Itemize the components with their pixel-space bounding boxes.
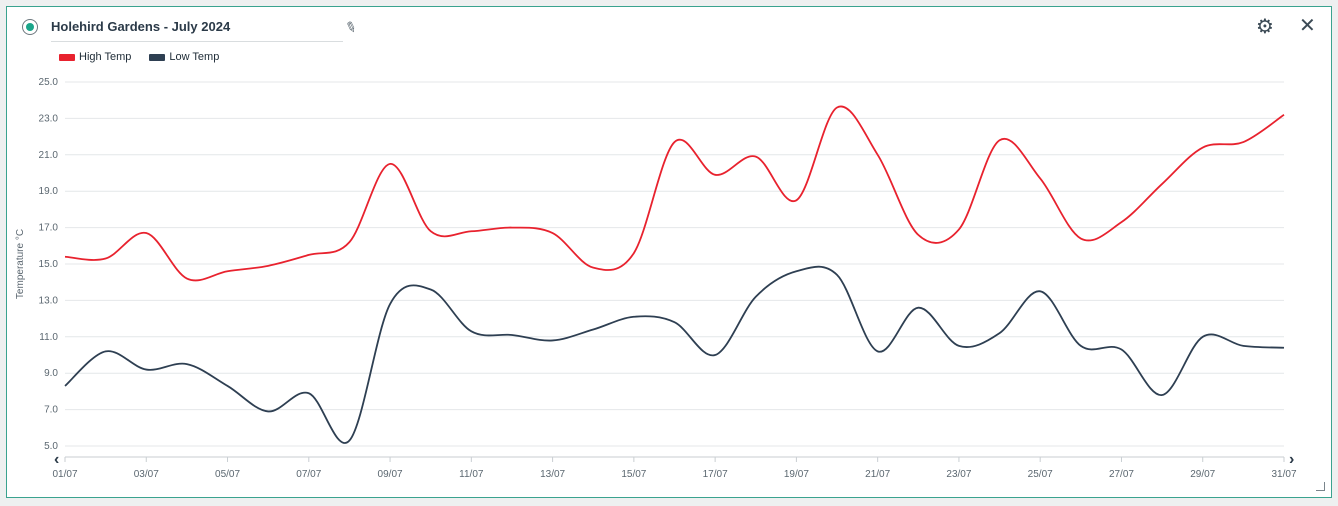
resize-handle-icon[interactable] — [1316, 482, 1325, 491]
chevron-right-icon[interactable]: › — [1289, 451, 1295, 468]
y-tick-label: 15.0 — [39, 259, 59, 270]
y-tick-label: 23.0 — [39, 113, 59, 124]
close-icon[interactable]: ✕ — [1299, 15, 1316, 37]
x-tick-label: 27/07 — [1109, 469, 1134, 480]
low-temp-line — [64, 265, 1285, 444]
y-tick-label: 25.0 — [39, 77, 59, 88]
high-temp-line — [64, 105, 1285, 282]
x-tick-label: 01/07 — [52, 469, 77, 480]
x-tick-label: 13/07 — [540, 469, 565, 480]
y-tick-label: 5.0 — [44, 441, 58, 452]
legend-label-high: High Temp — [79, 51, 132, 63]
x-tick-label: 07/07 — [296, 469, 321, 480]
x-tick-label: 21/07 — [865, 469, 890, 480]
y-tick-label: 13.0 — [39, 295, 59, 306]
x-tick-label: 19/07 — [784, 469, 809, 480]
y-tick-label: 19.0 — [39, 186, 59, 197]
gear-icon[interactable]: ⚙ — [1256, 16, 1274, 38]
x-tick-label: 11/07 — [459, 469, 484, 480]
chart-title[interactable]: Holehird Gardens - July 2024 — [51, 19, 343, 42]
x-tick-label: 09/07 — [378, 469, 403, 480]
x-tick-label: 29/07 — [1190, 469, 1215, 480]
x-tick-label: 31/07 — [1271, 469, 1296, 480]
legend: High Temp Low Temp — [59, 51, 219, 63]
chart-panel: Holehird Gardens - July 2024 ✎ ⚙ ✕ High … — [6, 6, 1332, 498]
legend-item-high[interactable]: High Temp — [59, 51, 131, 63]
y-tick-label: 9.0 — [44, 368, 58, 379]
legend-swatch-low — [149, 53, 166, 61]
y-tick-label: 21.0 — [39, 150, 59, 161]
x-tick-label: 17/07 — [703, 469, 728, 480]
x-tick-label: 03/07 — [134, 469, 159, 480]
temperature-chart: 25.0 23.0 21.0 19.0 17.0 15.0 13.0 11.0 9.0 7.0 5.… — [15, 77, 1297, 480]
legend-label-low: Low Temp — [169, 51, 220, 63]
status-radio-icon[interactable] — [22, 19, 38, 35]
x-tick-label: 05/07 — [215, 469, 240, 480]
y-tick-label: 17.0 — [39, 223, 59, 234]
x-tick-label: 15/07 — [621, 469, 646, 480]
legend-swatch-high — [59, 53, 75, 61]
x-tick-label: 23/07 — [946, 469, 971, 480]
y-tick-label: 11.0 — [39, 332, 58, 343]
y-axis-label: Temperature °C — [15, 229, 26, 299]
legend-item-low[interactable]: Low Temp — [149, 51, 219, 63]
chevron-left-icon[interactable]: ‹ — [54, 451, 60, 468]
x-tick-label: 25/07 — [1028, 469, 1053, 480]
y-tick-label: 7.0 — [44, 405, 58, 416]
